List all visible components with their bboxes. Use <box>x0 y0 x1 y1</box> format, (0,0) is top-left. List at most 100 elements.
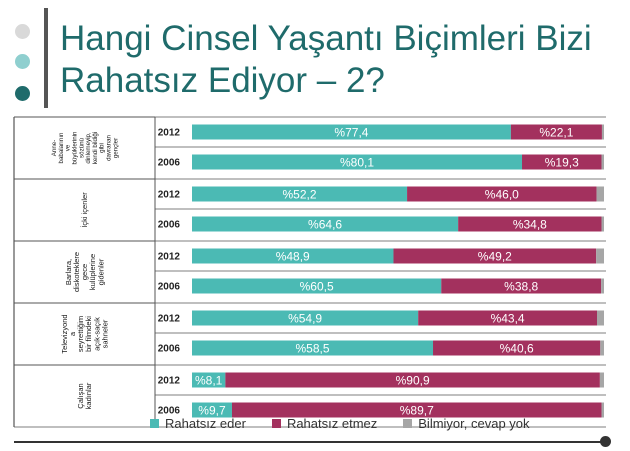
category-label: Çalışankadınlar <box>76 382 93 409</box>
data-label: %46,0 <box>485 188 519 202</box>
data-label: %22,1 <box>539 126 573 140</box>
page-title: Hangi Cinsel Yaşantı Biçimleri Bizi Raha… <box>60 18 620 102</box>
bar-segment-bilmiyor <box>600 340 604 356</box>
bar-segment-rahatsiz-eder <box>192 154 523 170</box>
bar-segment-rahatsiz-eder <box>192 402 232 418</box>
legend-label: Rahatsız etmez <box>286 416 378 431</box>
year-label: 2012 <box>158 128 181 139</box>
data-label: %89,7 <box>400 404 434 418</box>
bar-segment-rahatsiz-etmez <box>433 340 601 356</box>
data-label: %9,7 <box>198 404 226 418</box>
category-label-line: dinlemeyip, <box>85 132 92 164</box>
category-label: Barlara,diskotekleregecekulüplerinegiden… <box>64 252 105 292</box>
category-label-line: gençler <box>112 138 119 158</box>
category-label-line: İçki içenler <box>80 192 89 228</box>
bar-segment-rahatsiz-eder <box>192 124 511 140</box>
bar-segment-bilmiyor <box>601 154 604 170</box>
bar-segment-rahatsiz-eder <box>192 186 408 202</box>
title-divider <box>44 8 48 108</box>
year-label: 2012 <box>158 190 181 201</box>
bar-segment-rahatsiz-etmez <box>407 186 597 202</box>
bar-segment-rahatsiz-etmez <box>522 154 602 170</box>
data-label: %48,9 <box>276 250 310 264</box>
title-line-1: Hangi Cinsel Yaşantı Biçimleri Bizi <box>60 19 592 58</box>
legend-item-rahatsiz-eder: Rahatsız eder <box>150 416 246 431</box>
legend-swatch <box>271 419 281 428</box>
year-label: 2012 <box>158 252 181 263</box>
bar-segment-rahatsiz-etmez <box>418 310 597 326</box>
category-label-line: Anne- <box>51 140 58 157</box>
bar-segment-rahatsiz-etmez <box>458 216 602 232</box>
category-label: İçki içenler <box>80 192 89 228</box>
category-label-line: gibi <box>99 143 106 153</box>
category-label: Televizyondaseyrettiğimbir filmdekiaçık-… <box>60 314 110 353</box>
legend-swatch <box>403 419 413 428</box>
footer-dot <box>600 436 611 447</box>
year-label: 2006 <box>158 282 181 293</box>
bar-segment-rahatsiz-eder <box>192 248 394 264</box>
title-line-2: Rahatsız Ediyor – 2? <box>60 61 385 100</box>
bar-segment-rahatsiz-etmez <box>225 372 600 388</box>
data-label: %58,5 <box>295 342 329 356</box>
decor-dot-grey <box>15 24 30 39</box>
bar-segment-bilmiyor <box>596 186 604 202</box>
data-label: %80,1 <box>340 156 374 170</box>
bar-segment-rahatsiz-eder <box>192 372 226 388</box>
data-label: %43,4 <box>491 312 525 326</box>
bar-segment-bilmiyor <box>599 372 604 388</box>
category-label-line: Çalışan <box>76 383 85 408</box>
category-label-line: kendi bildiği <box>92 132 99 164</box>
bar-segment-rahatsiz-eder <box>192 216 459 232</box>
legend-label: Bilmiyor, cevap yok <box>418 416 530 431</box>
category-label-line: Barlara, <box>64 259 73 285</box>
data-label: %64,6 <box>308 218 342 232</box>
bar-segment-bilmiyor <box>596 248 604 264</box>
data-label: %8,1 <box>195 374 223 388</box>
category-label-line: açık-saçık <box>92 317 101 351</box>
data-label: %90,9 <box>396 374 430 388</box>
bar-segment-bilmiyor <box>596 310 604 326</box>
category-label-line: Televizyond <box>60 314 69 353</box>
bar-segment-bilmiyor <box>601 278 604 294</box>
year-label: 2006 <box>158 406 181 417</box>
category-label: Anne-babalarınınvebüyüklerininsözünüdinl… <box>51 131 119 165</box>
bar-segment-rahatsiz-etmez <box>510 124 602 140</box>
category-label-line: gidenler <box>96 258 105 285</box>
bar-segment-rahatsiz-eder <box>192 278 442 294</box>
year-label: 2006 <box>158 344 181 355</box>
category-label-line: seyrettiğim <box>76 316 85 352</box>
bar-segment-bilmiyor <box>601 402 604 418</box>
legend-item-bilmiyor: Bilmiyor, cevap yok <box>403 416 530 431</box>
decor-dot-dark-teal <box>15 86 30 101</box>
category-label-line: büyüklerinin <box>71 131 78 165</box>
category-label-line: babalarının <box>58 132 65 164</box>
year-label: 2012 <box>158 314 181 325</box>
footer-divider <box>14 441 604 443</box>
bar-segment-rahatsiz-eder <box>192 340 434 356</box>
legend-item-rahatsiz-etmez: Rahatsız etmez <box>271 416 378 431</box>
data-label: %49,2 <box>478 250 512 264</box>
legend-label: Rahatsız eder <box>165 416 246 431</box>
legend-swatch <box>150 419 159 428</box>
category-label-line: sahneler <box>100 319 109 348</box>
category-label-line: kulüplerine <box>88 254 97 290</box>
year-label: 2006 <box>158 158 181 169</box>
data-label: %54,9 <box>288 312 322 326</box>
decor-dot-light-teal <box>15 54 30 69</box>
category-label-line: gece <box>80 264 89 280</box>
category-label-line: diskoteklere <box>72 252 81 292</box>
bar-segment-bilmiyor <box>601 124 604 140</box>
data-label: %77,4 <box>334 126 368 140</box>
category-label-line: bir filmdeki <box>84 316 93 352</box>
bar-segment-rahatsiz-eder <box>192 310 419 326</box>
category-label-line: davranan <box>105 135 112 161</box>
category-label-line: kadınlar <box>84 382 93 409</box>
category-label-line: sözünü <box>78 137 85 158</box>
bar-segment-rahatsiz-etmez <box>441 278 602 294</box>
data-label: %52,2 <box>283 188 317 202</box>
bar-segment-rahatsiz-etmez <box>393 248 597 264</box>
data-label: %60,5 <box>300 280 334 294</box>
chart-legend: Rahatsız eder Rahatsız etmez Bilmiyor, c… <box>150 416 530 431</box>
data-label: %34,8 <box>513 218 547 232</box>
